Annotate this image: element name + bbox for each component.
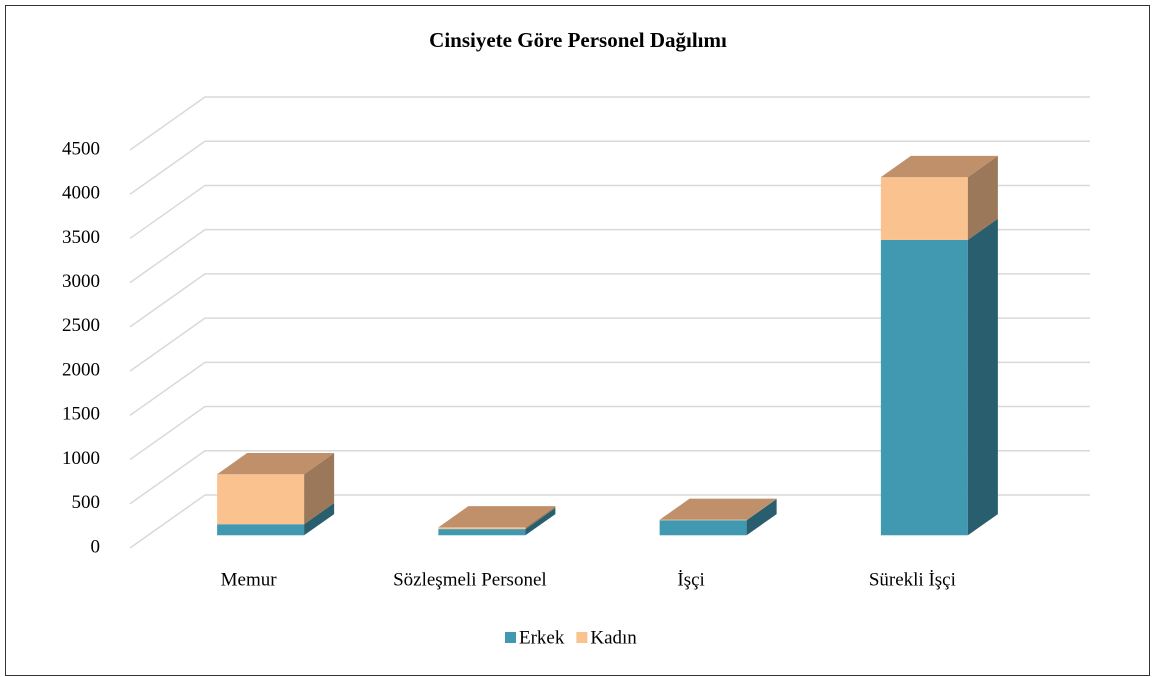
bar-side (304, 503, 335, 536)
bar-segment (438, 529, 526, 536)
bar-segment (880, 239, 968, 536)
bar-top (217, 453, 335, 475)
grid-line (129, 273, 1090, 328)
y-tick-label: 1000 (62, 448, 100, 469)
bar-segment (217, 474, 305, 525)
bar-segment (880, 177, 968, 240)
legend-swatch (576, 632, 588, 643)
grid-line (129, 184, 1090, 240)
grid-line (129, 361, 1090, 416)
x-tick-label: Sürekli İşçi (869, 569, 956, 590)
bar-segment (217, 524, 305, 536)
chart-title: Cinsiyete Göre Personel Dağılımı (429, 28, 727, 52)
grid-line (129, 405, 1090, 461)
bar-top (659, 498, 777, 520)
grid-line (129, 450, 1090, 505)
y-tick-label: 3000 (62, 271, 100, 292)
grid-line (129, 494, 1090, 549)
y-tick-label: 2500 (62, 315, 100, 336)
bar-top (880, 155, 998, 178)
bar-top (438, 506, 556, 528)
grid-line (129, 96, 1090, 151)
legend-label: Erkek (519, 627, 565, 648)
bar-side (967, 218, 998, 536)
bar-side (304, 453, 335, 525)
bar-side (746, 499, 777, 536)
y-tick-label: 1500 (62, 404, 100, 425)
y-tick-label: 3500 (62, 227, 100, 248)
x-tick-label: Sözleşmeli Personel (393, 569, 547, 590)
grid-line (129, 140, 1090, 195)
bar-side (746, 498, 777, 521)
bar-side (525, 506, 556, 530)
y-tick-label: 0 (91, 536, 101, 557)
bar-side (967, 155, 998, 240)
legend-swatch (505, 632, 516, 643)
bar-side (525, 507, 556, 536)
y-tick-label: 4500 (62, 138, 100, 159)
grid-line (129, 317, 1090, 372)
y-tick-label: 4000 (62, 183, 100, 204)
y-tick-label: 500 (72, 492, 101, 513)
legend-label: Kadın (590, 627, 637, 648)
bar-segment (659, 520, 747, 536)
y-tick-label: 2000 (62, 359, 100, 380)
grid-line (129, 228, 1090, 284)
x-tick-label: İşçi (677, 569, 704, 590)
x-tick-label: Memur (221, 569, 278, 590)
bar-segment (438, 527, 526, 530)
